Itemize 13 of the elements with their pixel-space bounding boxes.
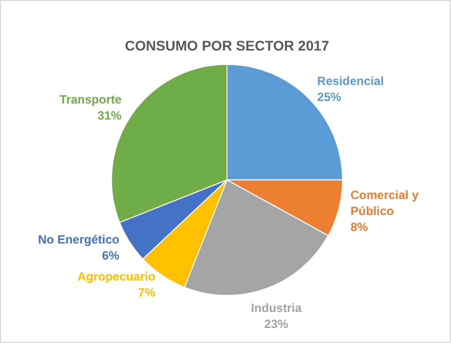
data-label: 31%: [98, 108, 122, 123]
slice-label: Residencial: [317, 74, 384, 88]
data-label: 8%: [350, 220, 368, 234]
data-label: 7%: [138, 286, 156, 300]
chart-title: CONSUMO POR SECTOR 2017: [124, 37, 330, 54]
slice-label: Transporte: [60, 92, 122, 107]
data-label: 6%: [102, 248, 120, 263]
slice-label: Industria: [250, 301, 302, 316]
slice-label: Comercial y Público: [350, 188, 419, 218]
data-label: 23%: [264, 317, 289, 332]
slice-label: Agropecuario: [77, 270, 156, 284]
data-label: 25%: [317, 90, 342, 104]
slice-label: No Energético: [38, 232, 120, 247]
